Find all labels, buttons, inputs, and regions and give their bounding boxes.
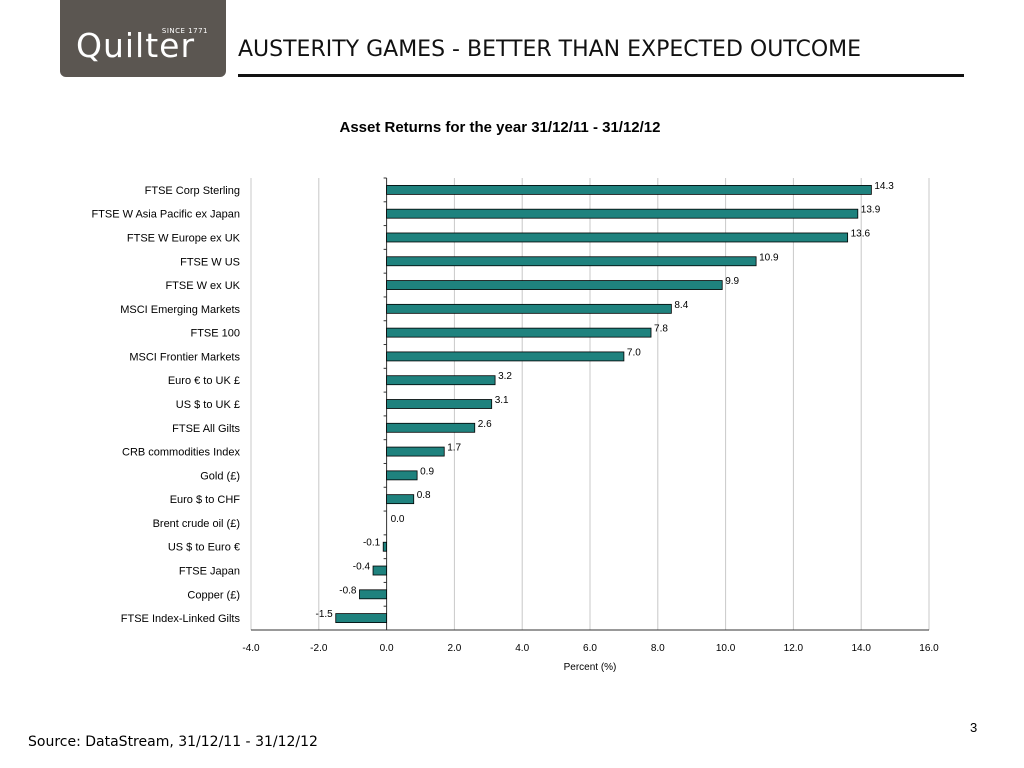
category-label: Gold (£) [200, 470, 240, 482]
bar [386, 256, 757, 267]
data-label: -0.4 [353, 562, 371, 573]
bar [382, 541, 387, 552]
data-label: -0.8 [339, 585, 357, 596]
data-label: 0.8 [417, 490, 431, 501]
x-tick-label: 10.0 [716, 643, 736, 654]
title-rule [238, 74, 964, 77]
bar-chart: -4.0 -2.0 0.0 2.0 4.0 6.0 8.0 10.0 12.0 14.0 16.0 P… [91, 177, 939, 673]
data-label: 13.9 [861, 205, 881, 216]
category-label: FTSE W Asia Pacific ex Japan [91, 209, 240, 221]
data-label: 10.9 [759, 252, 779, 263]
category-label: FTSE W Europe ex UK [127, 232, 241, 244]
x-tick-label: 2.0 [447, 643, 461, 654]
category-label: US $ to UK £ [176, 399, 240, 411]
category-label: FTSE W US [180, 256, 240, 268]
data-label: 8.4 [674, 300, 688, 311]
category-label: FTSE 100 [190, 328, 240, 340]
x-tick-label: 14.0 [851, 643, 871, 654]
bar [386, 399, 493, 409]
x-tick-label: 6.0 [583, 643, 597, 654]
category-label: Brent crude oil (£) [153, 518, 240, 530]
data-label: 7.0 [627, 347, 641, 358]
bar [335, 613, 387, 624]
category-label: FTSE Corp Sterling [145, 185, 240, 197]
x-tick-label: 16.0 [919, 643, 939, 654]
bar [386, 446, 445, 457]
data-label: 1.7 [447, 443, 461, 454]
page-title: AUSTERITY GAMES - BETTER THAN EXPECTED O… [238, 37, 862, 62]
bar [386, 351, 625, 362]
bar [386, 375, 496, 386]
data-label: 0.0 [391, 514, 405, 525]
data-label: 14.3 [874, 181, 894, 192]
data-label: 2.6 [478, 419, 492, 430]
category-label: FTSE Japan [179, 566, 240, 578]
category-label: Copper (£) [187, 589, 240, 601]
chart-title: Asset Returns for the year 31/12/11 - 31… [339, 119, 661, 136]
data-label: 13.6 [851, 228, 871, 239]
x-axis-title: Percent (%) [564, 662, 617, 673]
category-label: Euro $ to CHF [170, 494, 241, 506]
category-label: Euro € to UK £ [168, 375, 240, 387]
bar [386, 327, 652, 338]
category-label: MSCI Frontier Markets [129, 351, 240, 363]
x-tick-label: 12.0 [784, 643, 804, 654]
bar [386, 422, 476, 433]
data-label: 9.9 [725, 276, 739, 287]
source-note: Source: DataStream, 31/12/11 - 31/12/12 [28, 734, 318, 750]
bar [386, 494, 415, 505]
category-label: CRB commodities Index [122, 447, 240, 459]
bar [386, 232, 849, 243]
category-label: FTSE Index-Linked Gilts [121, 613, 241, 625]
bar [372, 565, 388, 576]
page-number: 3 [970, 720, 978, 735]
x-tick-label: 8.0 [651, 643, 665, 654]
data-label: 3.1 [495, 395, 509, 406]
bar [386, 208, 859, 219]
brand-since: SINCE 1771 [161, 27, 208, 35]
bar [386, 184, 872, 195]
x-tick-label: -4.0 [242, 643, 260, 654]
data-label: 7.8 [654, 324, 668, 335]
data-label: 0.9 [420, 466, 434, 477]
x-tick-label: -2.0 [310, 643, 328, 654]
bar [386, 280, 723, 290]
bar [386, 303, 672, 314]
data-label: 3.2 [498, 371, 512, 382]
bar [386, 470, 418, 481]
brand-logo: SINCE 1771 Quilter [60, 0, 226, 77]
x-tick-label: 0.0 [380, 643, 394, 654]
x-tick-label: 4.0 [515, 643, 529, 654]
bar [359, 589, 388, 600]
category-label: MSCI Emerging Markets [120, 304, 240, 316]
category-label: FTSE W ex UK [165, 280, 240, 292]
data-label: -1.5 [316, 609, 334, 620]
data-label: -0.1 [363, 538, 381, 549]
brand-wordmark: Quilter [76, 26, 196, 65]
category-label: FTSE All Gilts [172, 423, 240, 435]
category-label: US $ to Euro € [168, 542, 240, 554]
